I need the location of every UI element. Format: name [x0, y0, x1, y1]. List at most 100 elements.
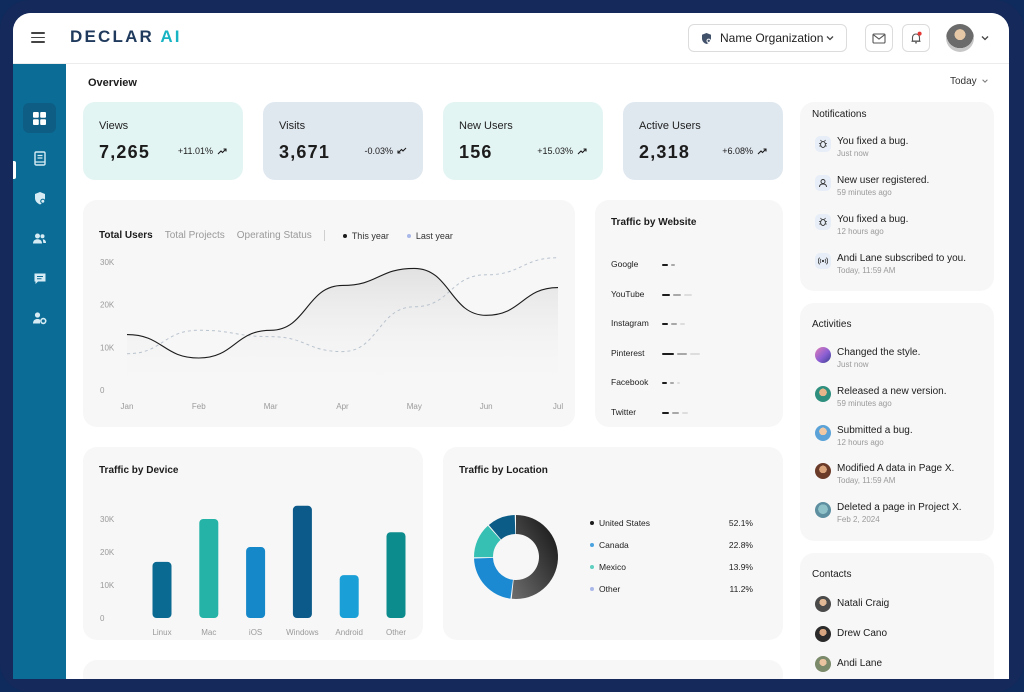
avatar — [815, 502, 831, 518]
device-bar — [246, 547, 266, 618]
users-icon — [33, 233, 46, 243]
mail-button[interactable] — [865, 24, 893, 52]
stat-change: +11.01% — [178, 146, 227, 156]
sidebar-item-documents[interactable] — [23, 143, 56, 173]
stat-change-value: +6.08% — [722, 146, 753, 156]
website-bar — [672, 411, 679, 414]
activity-text: Released a new version. — [837, 386, 947, 397]
tab-total-projects[interactable]: Total Projects — [164, 230, 225, 241]
device-bar — [199, 519, 219, 618]
tab-operating-status[interactable]: Operating Status — [236, 230, 312, 241]
stat-value: 7,265 — [99, 142, 151, 162]
sidebar-item-dashboard[interactable] — [23, 103, 56, 133]
stat-label: Visits — [279, 120, 306, 132]
period-select[interactable]: Today — [950, 76, 989, 87]
y-tick-label: 0 — [100, 386, 105, 395]
y-tick-label: 10K — [100, 343, 115, 352]
sidebar-item-messages[interactable] — [23, 263, 56, 293]
stat-change: +15.03% — [537, 146, 587, 156]
activity-text: Modified A data in Page X. — [837, 463, 955, 474]
legend-last-year: Last year — [406, 231, 453, 241]
traffic-device-title: Traffic by Device — [99, 465, 179, 476]
donut-slice — [474, 525, 501, 558]
location-row: United States 52.1% — [590, 518, 753, 528]
notifications-button[interactable] — [902, 24, 930, 52]
activity-text: Deleted a page in Project X. — [837, 502, 962, 513]
notification-time: 59 minutes ago — [837, 188, 892, 197]
legend-dot — [406, 233, 411, 238]
website-label: Pinterest — [611, 347, 645, 358]
chevron-down-icon[interactable] — [980, 33, 990, 43]
x-tick-label: iOS — [249, 628, 262, 637]
app-logo[interactable]: DECLAR AI — [70, 27, 182, 47]
contact-name: Natali Craig — [837, 598, 890, 609]
user-avatar[interactable] — [946, 24, 974, 52]
series-line-last-year — [126, 257, 559, 355]
stat-card-views[interactable]: Views 7,265 +11.01% — [83, 102, 243, 180]
chat-icon — [34, 273, 45, 284]
user-settings-icon — [33, 312, 47, 325]
website-bar — [662, 382, 667, 384]
users-line-chart: 0 10K 20K 30K Jan Feb Mar Apr May Jun Jul — [100, 257, 563, 411]
legend-dot — [342, 233, 347, 238]
user-icon — [815, 175, 831, 191]
trend-down-icon — [397, 147, 407, 154]
x-tick-label: Linux — [152, 628, 171, 637]
website-bar — [673, 293, 681, 296]
website-bar-group — [662, 382, 680, 384]
sidebar-item-user-settings[interactable] — [23, 303, 56, 333]
sidebar — [13, 64, 66, 679]
contact-name: Drew Cano — [837, 628, 888, 639]
notifications-card — [800, 102, 994, 291]
stat-label: Views — [99, 120, 129, 132]
contact-name: Andi Lane — [837, 658, 883, 669]
traffic-website-card — [595, 200, 783, 427]
logo-ai-text: AI — [160, 27, 182, 46]
notification-text: Andi Lane subscribed to you. — [837, 253, 966, 264]
y-tick-label: 30K — [100, 515, 115, 524]
sidebar-item-users[interactable] — [23, 223, 56, 253]
top-bar: DECLAR AI Name Organization — [13, 13, 1009, 64]
x-tick-label: Jan — [121, 402, 134, 411]
location-value: 22.8% — [728, 540, 753, 550]
stat-label: New Users — [459, 120, 513, 132]
activity-text: Changed the style. — [837, 347, 921, 358]
chevron-down-icon — [826, 36, 834, 41]
app-screen: DECLAR AI Name Organization — [13, 13, 1009, 679]
website-bar-group — [662, 264, 675, 266]
website-bar — [684, 293, 692, 296]
x-tick-label: Apr — [336, 402, 349, 411]
page-title: Overview — [88, 77, 137, 89]
stat-change: +6.08% — [722, 146, 767, 156]
tab-divider — [323, 230, 325, 241]
stat-card-visits[interactable]: Visits 3,671 -0.03% — [263, 102, 423, 180]
menu-icon[interactable] — [31, 32, 45, 43]
avatar — [815, 463, 831, 479]
organization-select[interactable]: Name Organization — [688, 24, 847, 52]
stat-card-new-users[interactable]: New Users 156 +15.03% — [443, 102, 603, 180]
website-bar — [677, 352, 687, 355]
activity-time: Just now — [837, 360, 869, 369]
trend-up-icon — [217, 148, 227, 155]
stat-value: 3,671 — [279, 142, 331, 162]
notification-text: You fixed a bug. — [837, 214, 909, 225]
website-label: Instagram — [611, 318, 649, 328]
activity-time: 12 hours ago — [837, 438, 884, 447]
activities-card — [800, 303, 994, 541]
notification-text: New user registered. — [837, 175, 930, 186]
legend-label: This year — [351, 230, 389, 241]
device-bar — [339, 575, 359, 618]
avatar — [815, 386, 831, 402]
device-bar — [292, 505, 312, 618]
stat-change-value: +15.03% — [537, 146, 573, 156]
activities-title: Activities — [812, 319, 852, 330]
stat-card-active-users[interactable]: Active Users 2,318 +6.08% — [623, 102, 783, 180]
location-name: Mexico — [599, 562, 626, 572]
tab-total-users[interactable]: Total Users — [99, 230, 153, 241]
website-bar-group — [662, 293, 692, 296]
sidebar-item-security[interactable] — [23, 183, 56, 213]
y-tick-label: 20K — [100, 548, 115, 557]
website-bar — [662, 352, 674, 355]
notification-text: You fixed a bug. — [837, 136, 909, 147]
avatar — [815, 626, 831, 642]
